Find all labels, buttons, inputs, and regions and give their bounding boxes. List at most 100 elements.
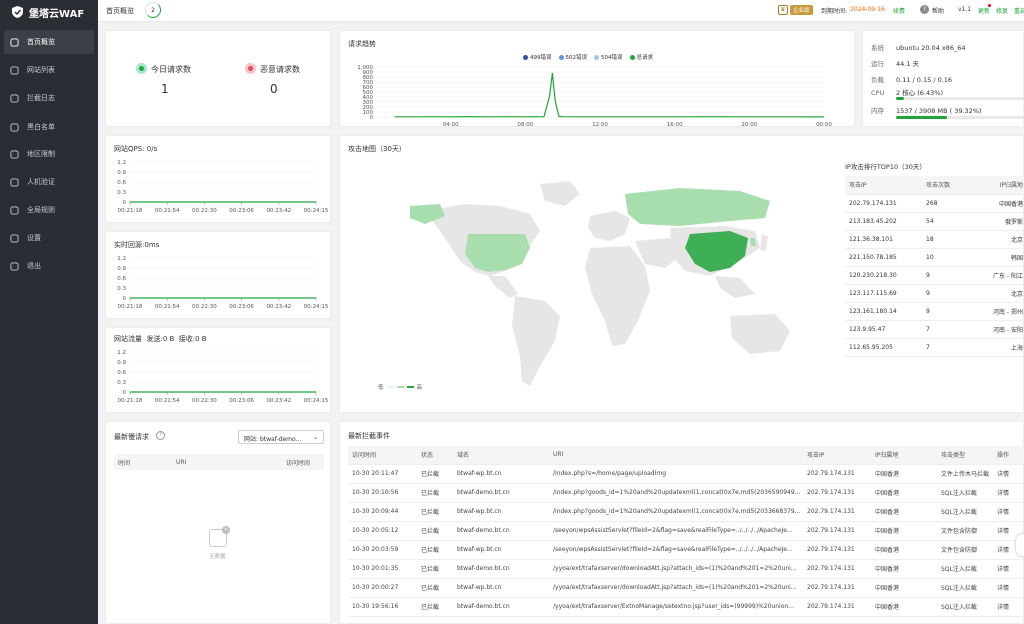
trend-legend-item[interactable]: 504错误 [594,53,623,61]
y-tick-label: 500 [363,90,374,96]
x-tick-label: 00:22:30 [192,398,217,404]
sidebar-item-0[interactable]: 首页概览 [4,30,94,54]
event-cell: 中国香港 [871,597,937,617]
y-tick-label: 200 [363,105,374,111]
sidebar-item-1[interactable]: 网站列表 [0,58,98,82]
detail-link[interactable]: 详情 [993,483,1024,503]
captcha-icon [10,177,19,187]
app-logo: 堡塔云WAF [0,0,98,24]
event-cell: btwaf-wp.bt.cn [453,540,549,560]
event-col-header: 攻击类型 [937,446,993,465]
sidebar-item-4[interactable]: 地区限制 [0,142,98,166]
detail-link[interactable]: 详情 [993,502,1024,522]
trend-legend: 499错误 502错误 504错误 总请求 [523,53,653,61]
sidebar-item-3[interactable]: 黑白名单 [0,115,98,139]
expire-label: 到期时间: [821,8,848,15]
sidebar-item-7[interactable]: 设置 [0,226,98,250]
event-cell: SQL注入拦截 [937,502,993,522]
event-cell: /yyoa/ext/trafaxserver/ExtnoManage/setex… [549,597,803,617]
sidebar-item-8[interactable]: 退出 [0,254,98,278]
detail-link[interactable]: 详情 [993,559,1024,579]
scroll-handle[interactable] [1016,534,1024,556]
x-tick-label: 00:00 [816,122,832,127]
world-map [410,181,790,386]
ip-cell: 中国香港 [972,194,1024,213]
system-info-list: 系统 ubuntu 20.04 x86_64 运行 44.1 天 负载 0.11 / … [871,40,966,98]
events-title: 最新拦截事件 [348,432,390,440]
system-info-card: 系统 ubuntu 20.04 x86_64 运行 44.1 天 负载 0.11 / … [862,30,1024,127]
site-select[interactable]: 网站: btwaf-demo... ⌄ [238,430,324,444]
x-tick-label: 00:24:15 [304,304,329,310]
y-tick-label: 0 [123,200,127,206]
sidebar-item-6[interactable]: 全局规则 [0,198,98,222]
ip-col-header: 攻击次数 [922,176,972,195]
slow-help-icon[interactable]: ? [156,431,165,440]
renew-link[interactable]: 续费 [893,8,906,15]
today-requests-label: 今日请求数 [151,65,191,74]
detail-link[interactable]: 详情 [993,578,1024,598]
event-cell: 10-30 20:00:27 [348,578,417,598]
event-col-header: 攻击IP [803,446,871,465]
sidebar-item-2[interactable]: 拦截日志 [0,86,98,110]
send-value: 0 B [162,335,175,343]
event-cell: SQL注入拦截 [937,578,993,598]
attack-map-card: 攻击地图（30天） 低 高 IP攻击排行TOP10（30天） 攻击IP 攻击次数 I… [339,135,1024,413]
gear-icon [10,233,19,243]
y-tick-label: 0 [123,390,127,396]
malicious-requests-value: 0 [270,82,278,96]
table-row: 10-30 19:56:16 已拦截 btwaf-demo.bt.cn/yyoa/e… [348,597,1024,617]
traffic-chart: 1.2 0.9 0.6 0.3 0 00:21:18 00:21:54 00:22:30 00:… [117,350,329,404]
x-tick-label: 16:00 [667,122,683,127]
refresh-loader[interactable]: 2 [145,2,161,18]
region-icon [10,149,19,159]
event-cell: 中国香港 [871,540,937,560]
help-link[interactable]: 帮助 [932,8,945,15]
x-tick-label: 00:22:30 [192,208,217,214]
ip-cell: 俄罗斯 [972,212,1024,231]
repair-link[interactable]: 修复 [996,8,1009,15]
table-row: 123.117.115.69 9 北京 [845,284,1024,303]
event-cell: 中国香港 [871,578,937,598]
mem-label: 内存 [871,107,884,115]
cpu-bar-fill [896,97,905,100]
event-cell: 10-30 20:01:35 [348,559,417,579]
os-value: ubuntu 20.04 x86_64 [896,44,966,52]
request-trend-card: 请求趋势 499错误 502错误 504错误 总请求 0 100 200 300 400 500… [339,30,855,127]
slow-col-time: 时间 [118,459,131,467]
event-cell: 10-30 20:09:44 [348,502,417,522]
slow-col-uri: URI [176,458,187,466]
malicious-requests-label: 恶意请求数 [260,65,300,74]
event-cell: /seeyon/wpsAssistServlet?fileId=2&flag=s… [549,521,803,541]
trend-legend-item[interactable]: 502错误 [558,53,588,61]
trend-legend-item[interactable]: 总请求 [629,53,653,61]
status-badge: 已拦截 [417,483,453,503]
table-row: 221.150.78.185 10 韩国 [845,248,1024,267]
response-title-row: 实时回源:0ms [114,240,159,250]
help-icon[interactable]: ? [920,5,929,14]
detail-link[interactable]: 详情 [993,521,1024,541]
table-row: 202.79.174.131 268 中国香港 [845,194,1024,213]
update-link[interactable]: 更新 [978,8,991,15]
slow-title: 最新慢请求 [114,433,149,441]
event-cell: /yyoa/ext/trafaxserver/downloadAtt.jsp?a… [549,559,803,579]
table-row: 213.183.45.202 54 俄罗斯 [845,212,1024,231]
uptime-value: 44.1 天 [896,60,920,68]
event-cell: 202.79.174.131 [803,464,871,484]
sidebar-item-5[interactable]: 人机验证 [0,170,98,194]
detail-link[interactable]: 详情 [993,464,1024,484]
detail-link[interactable]: 详情 [993,597,1024,617]
trend-legend-item[interactable]: 499错误 [523,53,552,61]
map-south-america [512,296,560,386]
legend-label: 499错误 [530,55,552,61]
event-cell: btwaf-wp.bt.cn [453,578,549,598]
ip-cell: 9 [922,302,972,321]
traffic-title-row: 网站流量 发送:0 B 接收:0 B [114,334,207,344]
table-row: 120.230.218.30 9 广东 - 阳江 [845,266,1024,285]
x-tick-label: 00:23:06 [229,208,254,214]
restart-link[interactable]: 重启 [1014,8,1024,15]
legend-label: 502错误 [565,55,588,61]
event-cell: 中国香港 [871,483,937,503]
x-tick-label: 12:00 [592,122,608,127]
today-requests-icon [136,63,147,74]
version-label: v1.1 [958,6,972,13]
